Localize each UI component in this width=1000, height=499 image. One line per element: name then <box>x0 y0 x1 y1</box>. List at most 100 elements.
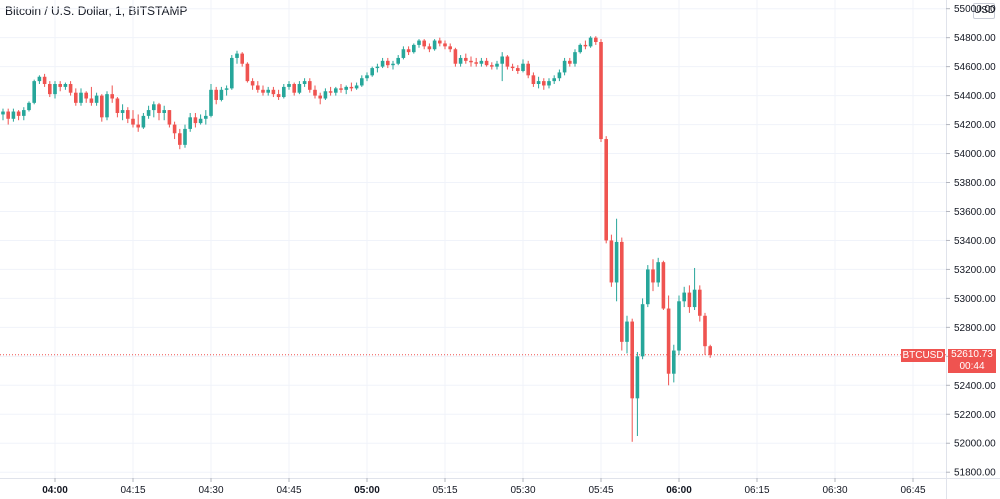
currency-button[interactable]: USD <box>973 3 995 19</box>
candle-body <box>152 104 156 111</box>
candle-body <box>219 89 224 100</box>
candle-body <box>526 63 530 76</box>
candle-body <box>474 62 478 64</box>
candle-body <box>412 44 416 53</box>
candle-body <box>167 110 172 125</box>
y-tick-label: 53200.00 <box>954 265 996 276</box>
candle-body <box>126 110 130 119</box>
candle-body <box>141 115 146 128</box>
x-tick-label: 04:30 <box>198 485 223 496</box>
symbol-price-label: BTCUSD <box>901 349 945 362</box>
candle-body <box>708 346 712 355</box>
candle-body <box>230 57 234 89</box>
candle-body <box>22 110 26 116</box>
candle-body <box>136 124 140 128</box>
candle-body <box>646 269 650 305</box>
candle-body <box>245 63 250 82</box>
y-tick-label: 53600.00 <box>954 207 996 218</box>
candle-body <box>115 98 120 113</box>
candle-body <box>1 111 5 115</box>
candle-body <box>500 56 504 64</box>
candle-body <box>406 49 411 53</box>
candle-body <box>396 57 400 64</box>
candle-body <box>209 89 213 116</box>
x-tick-label: 05:30 <box>510 485 535 496</box>
candle-body <box>656 262 660 283</box>
y-tick-label: 54000.00 <box>954 149 996 160</box>
candle-body <box>531 75 536 85</box>
candle-body <box>568 60 572 64</box>
x-tick-label: 04:00 <box>42 485 68 496</box>
candle-body <box>198 118 203 124</box>
y-tick-label: 52400.00 <box>954 381 996 392</box>
candle-body <box>48 84 52 95</box>
candle-body <box>604 139 608 241</box>
y-tick-label: 52000.00 <box>954 439 996 450</box>
candle-body <box>427 46 432 50</box>
candle-body <box>276 94 281 98</box>
candle-body <box>562 60 567 73</box>
candle-body <box>271 89 276 95</box>
candle-body <box>110 94 114 99</box>
x-tick-label: 05:00 <box>354 485 380 496</box>
candle-body <box>11 111 16 119</box>
candle-body <box>27 102 31 111</box>
candle-body <box>79 92 83 103</box>
candle-body <box>84 92 88 99</box>
candle-body <box>417 40 421 45</box>
x-tick-label: 05:45 <box>588 485 613 496</box>
candle-body <box>516 68 520 71</box>
candle-body <box>370 68 374 76</box>
candle-body <box>620 241 624 342</box>
candle-body <box>703 315 707 347</box>
candle-body <box>464 57 468 61</box>
last-price-label: 52610.73 00:44 <box>948 349 996 373</box>
candle-body <box>157 104 161 113</box>
candle-body <box>672 350 676 374</box>
candle-body <box>578 44 582 53</box>
candle-body <box>375 66 380 69</box>
candle-body <box>63 84 68 87</box>
candle-body <box>573 52 577 64</box>
candle-body <box>557 72 562 79</box>
candle-body <box>666 308 671 374</box>
x-tick-label: 06:15 <box>744 485 769 496</box>
candle-body <box>505 56 510 67</box>
candle-body <box>448 46 452 50</box>
candle-body <box>16 111 21 116</box>
candle-body <box>42 76 47 85</box>
candle-body <box>313 89 317 96</box>
candle-body <box>495 63 499 67</box>
candle-body <box>328 91 333 93</box>
candle-body <box>120 110 125 113</box>
candle-body <box>432 40 437 50</box>
candle-body <box>100 95 104 118</box>
candle-body <box>349 86 354 89</box>
candle-body <box>68 84 73 93</box>
candle-body <box>438 40 442 44</box>
candle-body <box>282 86 286 98</box>
candle-body <box>131 118 135 125</box>
candle-body <box>32 81 36 103</box>
last-price-value: 52610.73 <box>951 349 993 360</box>
candle-body <box>204 115 208 119</box>
chart-title: Bitcoin / U.S. Dollar, 1, BITSTAMP <box>5 4 188 18</box>
candle-body <box>178 133 182 145</box>
candle-body <box>214 89 218 100</box>
candle-body <box>547 81 551 86</box>
candle-body <box>542 81 546 86</box>
x-tick-label: 06:30 <box>822 485 847 496</box>
candle-body <box>183 128 187 145</box>
y-tick-label: 51800.00 <box>954 468 996 479</box>
candle-body <box>344 86 348 90</box>
candle-body <box>250 81 255 86</box>
candle-body <box>334 88 338 93</box>
candle-body <box>651 269 655 283</box>
candle-body <box>365 75 369 79</box>
y-tick-label: 54800.00 <box>954 33 996 44</box>
candle-body <box>188 117 192 129</box>
y-tick-label: 53800.00 <box>954 178 996 189</box>
x-tick-label: 06:45 <box>900 485 925 496</box>
candle-body <box>490 65 494 67</box>
